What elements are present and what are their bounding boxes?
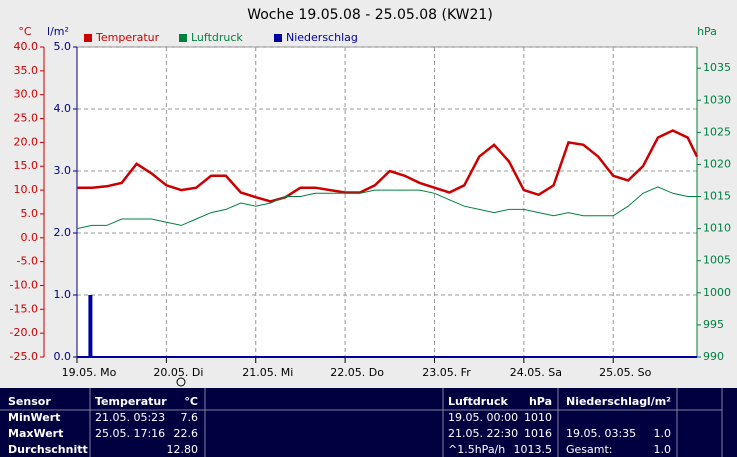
table-header: Niederschlag xyxy=(566,395,647,408)
legend-label: Luftdruck xyxy=(191,31,243,44)
y-unit: °C xyxy=(18,25,32,38)
table-cell: 22.6 xyxy=(174,427,199,440)
legend-label: Temperatur xyxy=(95,31,160,44)
y-tick-label: 10.0 xyxy=(14,183,39,196)
y3-tick-label: 1035 xyxy=(703,61,731,74)
y-tick-label: -20.0 xyxy=(10,326,38,339)
table-cell: 21.05. 05:23 xyxy=(95,411,165,424)
table-cell: 19.05. 00:00 xyxy=(448,411,518,424)
y3-tick-label: 1005 xyxy=(703,254,731,267)
cursor xyxy=(176,377,186,387)
table-header: °C xyxy=(184,395,198,408)
y-tick-label: -15.0 xyxy=(10,302,38,315)
y3-tick-label: 1010 xyxy=(703,222,731,235)
y3-tick-label: 1015 xyxy=(703,190,731,203)
bar xyxy=(88,295,93,357)
table-cell: ^1.5hPa/h xyxy=(448,443,505,456)
table-cell: MaxWert xyxy=(8,427,63,440)
table-cell: 25.05. 17:16 xyxy=(95,427,165,440)
y-tick-label: -10.0 xyxy=(10,278,38,291)
table-cell: Durchschnitt xyxy=(8,443,88,456)
y-tick-label: 15.0 xyxy=(14,159,39,172)
y2-tick-label: 5.0 xyxy=(54,40,72,53)
x-tick-label: 19.05. Mo xyxy=(62,366,117,379)
y-tick-label: -25.0 xyxy=(10,350,38,363)
table-cell: 12.80 xyxy=(167,443,199,456)
x-tick-label: 20.05. Di xyxy=(153,366,203,379)
x-tick-label: 21.05. Mi xyxy=(242,366,293,379)
table-cell: 7.6 xyxy=(181,411,199,424)
table-cell: 19.05. 03:35 xyxy=(566,427,636,440)
x-tick-label: 24.05. Sa xyxy=(510,366,562,379)
table-cell: 1016 xyxy=(524,427,552,440)
series-line xyxy=(76,186,697,230)
x-tick-label: 23.05. Fr xyxy=(422,366,471,379)
table-cell: 1013.5 xyxy=(514,443,553,456)
y3-tick-label: 1020 xyxy=(703,157,731,170)
table-cell: 1.0 xyxy=(654,443,672,456)
y3-tick-label: 995 xyxy=(703,318,724,331)
y-tick-label: 35.0 xyxy=(14,64,39,77)
y-tick-label: 40.0 xyxy=(14,40,39,53)
table-cell: Gesamt: xyxy=(566,443,613,456)
table-header: Luftdruck xyxy=(448,395,509,408)
table-cell: MinWert xyxy=(8,411,60,424)
table-cell: 21.05. 22:30 xyxy=(448,427,518,440)
y3-unit: hPa xyxy=(697,25,717,38)
series-line xyxy=(77,129,699,203)
y-tick-label: 30.0 xyxy=(14,88,39,101)
legend-swatch xyxy=(179,34,187,42)
y-tick-label: -5.0 xyxy=(17,255,38,268)
y2-tick-label: 3.0 xyxy=(54,164,72,177)
y3-tick-label: 990 xyxy=(703,350,724,363)
table-header: Sensor xyxy=(8,395,51,408)
table-background xyxy=(0,388,737,457)
y-tick-label: 5.0 xyxy=(21,207,39,220)
y-tick-label: 20.0 xyxy=(14,135,39,148)
table-cell: 1010 xyxy=(524,411,552,424)
table-header: hPa xyxy=(529,395,552,408)
plot-area xyxy=(76,46,698,358)
legend-swatch xyxy=(84,34,92,42)
y2-tick-label: 1.0 xyxy=(54,288,72,301)
legend-label: Niederschlag xyxy=(286,31,358,44)
y-tick-label: 25.0 xyxy=(14,112,39,125)
y3-tick-label: 1030 xyxy=(703,93,731,106)
y2-tick-label: 4.0 xyxy=(54,102,72,115)
y2-tick-label: 0.0 xyxy=(54,350,72,363)
y3-tick-label: 1000 xyxy=(703,286,731,299)
table-lines xyxy=(0,388,723,457)
y3-tick-label: 1025 xyxy=(703,125,731,138)
x-tick-label: 22.05. Do xyxy=(330,366,384,379)
legend-swatch xyxy=(274,34,282,42)
table-header: l/m² xyxy=(647,395,671,408)
chart-title: Woche 19.05.08 - 25.05.08 (KW21) xyxy=(247,7,493,23)
table-header: Temperatur xyxy=(95,395,167,408)
table-cell: 1.0 xyxy=(654,427,672,440)
y-tick-label: 0.0 xyxy=(21,231,39,244)
x-tick-label: 25.05. So xyxy=(599,366,651,379)
y2-tick-label: 2.0 xyxy=(54,226,72,239)
y2-unit: l/m² xyxy=(47,25,69,38)
